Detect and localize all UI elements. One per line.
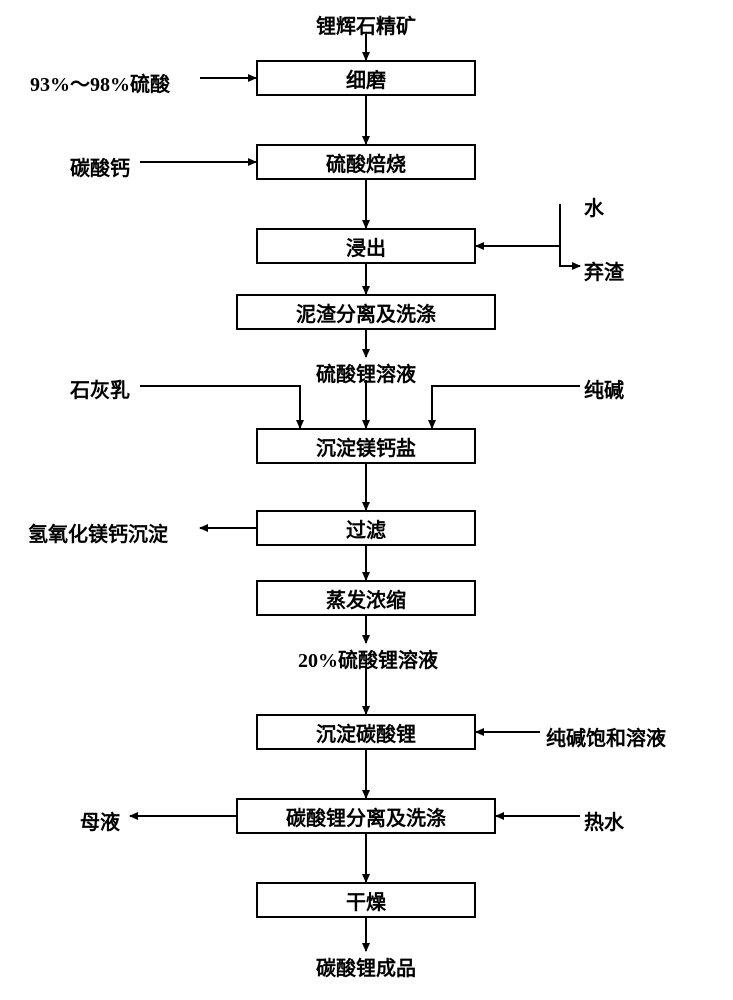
flowchart-canvas: 锂辉石精矿 硫酸锂溶液 20%硫酸锂溶液 碳酸锂成品 细磨 硫酸焙烧 浸出 泥渣… <box>0 0 733 1000</box>
label-lime: 石灰乳 <box>70 374 130 403</box>
box-lisep: 碳酸锂分离及洗涤 <box>236 798 496 834</box>
node-lisol: 硫酸锂溶液 <box>316 358 416 387</box>
box-roast: 硫酸焙烧 <box>256 144 476 180</box>
label-water: 水 <box>584 192 604 221</box>
label-soda: 纯碱 <box>584 374 624 403</box>
node-product: 碳酸锂成品 <box>316 952 416 981</box>
label-mgca: 氢氧化镁钙沉淀 <box>28 518 168 547</box>
box-precli: 沉淀碳酸锂 <box>256 714 476 750</box>
box-sepwash: 泥渣分离及洗涤 <box>236 294 496 330</box>
box-dry: 干燥 <box>256 882 476 918</box>
node-start: 锂辉石精矿 <box>316 10 416 39</box>
label-hot: 热水 <box>584 806 624 835</box>
box-grind: 细磨 <box>256 60 476 96</box>
label-caco3: 碳酸钙 <box>70 152 130 181</box>
box-filter: 过滤 <box>256 510 476 546</box>
box-precmg: 沉淀镁钙盐 <box>256 428 476 464</box>
box-leach: 浸出 <box>256 228 476 264</box>
label-slag: 弃渣 <box>584 256 624 285</box>
label-mother: 母液 <box>80 806 120 835</box>
node-sol20: 20%硫酸锂溶液 <box>298 644 438 673</box>
box-evap: 蒸发浓缩 <box>256 580 476 616</box>
label-sodasat: 纯碱饱和溶液 <box>546 722 666 751</box>
label-h2so4: 93%～98%硫酸 <box>30 68 170 97</box>
